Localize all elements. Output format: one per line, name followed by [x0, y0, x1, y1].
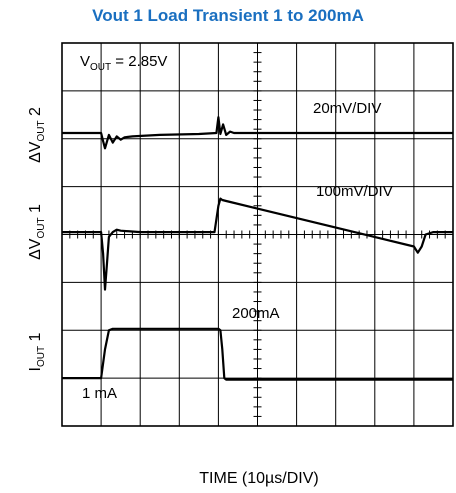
chart-title: Vout 1 Load Transient 1 to 200mA	[92, 6, 364, 25]
iout-low-label: 1 mA	[82, 385, 117, 402]
vout-annotation: VOUT = 2.85V	[80, 53, 167, 73]
grid	[61, 42, 454, 427]
x-axis-label: TIME (10µs/DIV)	[199, 470, 318, 487]
channel-label-iout1: IOUT 1	[27, 332, 47, 371]
scale-label-dv2: 20mV/DIV	[313, 100, 381, 117]
channel-label-dv1: ΔVOUT 1	[27, 204, 47, 260]
traces	[62, 116, 453, 381]
channel-label-dv2: ΔVOUT 2	[27, 107, 47, 163]
trace-iout1	[62, 327, 453, 381]
iout-high-label: 200mA	[232, 305, 280, 322]
plot-border	[61, 42, 454, 427]
trace-dv2	[62, 116, 453, 150]
trace-dv1	[62, 197, 453, 291]
scale-label-dv1: 100mV/DIV	[316, 183, 393, 200]
